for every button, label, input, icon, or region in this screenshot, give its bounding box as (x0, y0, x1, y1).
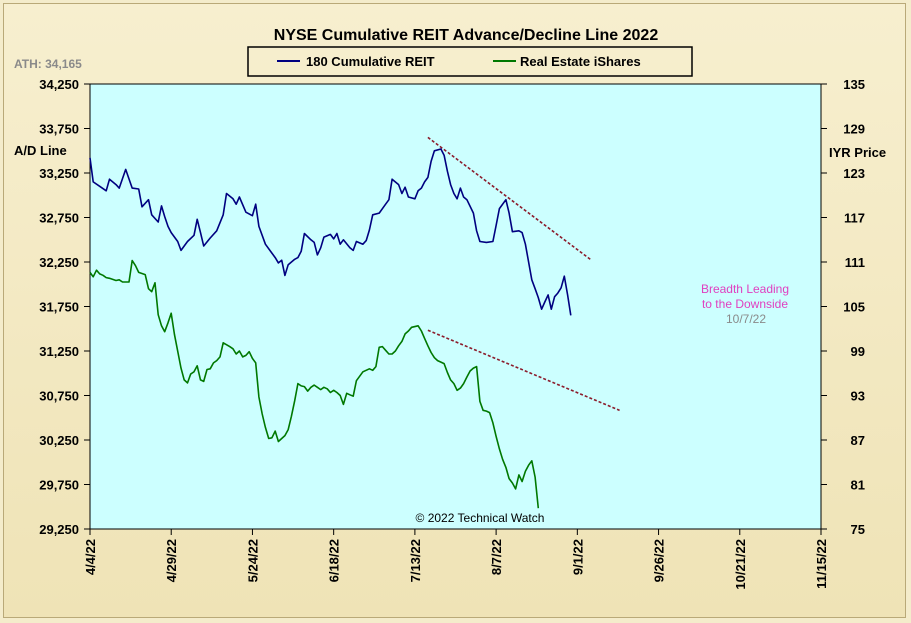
left-tick-label: 31,750 (39, 300, 79, 315)
left-tick-label: 29,250 (39, 522, 79, 537)
legend-label-reit: 180 Cumulative REIT (306, 54, 435, 69)
left-tick-label: 32,750 (39, 211, 79, 226)
right-tick-label: 129 (843, 122, 865, 137)
x-tick-label: 4/29/22 (164, 539, 179, 582)
left-tick-label: 30,250 (39, 433, 79, 448)
annotation-breadth-line2: to the Downside (702, 297, 788, 311)
x-tick-label: 9/26/22 (652, 539, 667, 582)
trendlines (427, 136, 620, 412)
right-tick-label: 111 (845, 255, 865, 270)
x-tick-label: 8/7/22 (489, 539, 504, 575)
right-tick-label: 123 (843, 166, 865, 181)
series-lines (89, 148, 572, 509)
x-tick-label: 5/24/22 (245, 539, 260, 582)
left-axis-ticks: 34,250 33,750 33,250 32,750 32,250 31,750 31,2… (39, 77, 90, 537)
x-tick-label: 9/1/22 (570, 539, 585, 575)
legend: 180 Cumulative REIT Real Estate iShares (247, 46, 693, 77)
right-tick-label: 93 (851, 389, 865, 404)
credit-text: © 2022 Technical Watch (416, 511, 545, 525)
right-tick-label: 75 (851, 522, 865, 537)
legend-label-iyr: Real Estate iShares (520, 54, 641, 69)
ath-label: ATH: 34,165 (14, 57, 82, 71)
right-tick-label: 81 (851, 478, 865, 493)
x-tick-label: 6/18/22 (327, 539, 342, 582)
x-tick-label: 4/4/22 (83, 539, 98, 575)
left-tick-label: 30,750 (39, 389, 79, 404)
left-tick-label: 34,250 (39, 77, 79, 92)
right-axis-ticks: 135 129 123 117 111 105 99 93 87 81 75 (821, 77, 865, 537)
x-axis-ticks: 4/4/22 4/29/22 5/24/22 6/18/22 7/13/22 8/7/22… (83, 529, 829, 590)
left-tick-label: 33,750 (39, 122, 79, 137)
annotation-breadth-line1: Breadth Leading (701, 282, 789, 296)
annotation-date: 10/7/22 (726, 312, 766, 326)
left-tick-label: 33,250 (39, 166, 79, 181)
chart-title: NYSE Cumulative REIT Advance/Decline Lin… (274, 27, 659, 44)
right-tick-label: 135 (843, 77, 865, 92)
x-tick-label: 7/13/22 (408, 539, 423, 582)
plot-area (89, 83, 822, 530)
series-line-iyr (89, 259, 540, 509)
legend-box (247, 46, 693, 77)
x-tick-label: 10/21/22 (733, 539, 748, 590)
right-tick-label: 105 (843, 300, 865, 315)
left-axis-label: A/D Line (14, 143, 67, 158)
left-tick-label: 32,250 (39, 255, 79, 270)
series-line-reit-ad (89, 148, 572, 316)
right-tick-label: 117 (844, 211, 865, 226)
left-tick-label: 29,750 (39, 478, 79, 493)
x-tick-label: 11/15/22 (814, 539, 829, 589)
right-tick-label: 87 (851, 433, 865, 448)
trendline (427, 136, 591, 260)
left-tick-label: 31,250 (39, 344, 79, 359)
right-tick-label: 99 (851, 344, 865, 359)
right-axis-label: IYR Price (829, 145, 886, 160)
